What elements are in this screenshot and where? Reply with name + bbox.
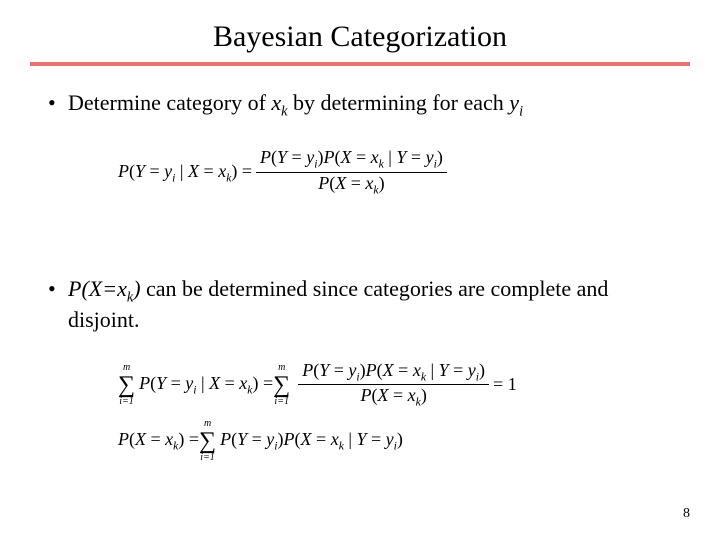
slide-body: • Determine category of xk by determinin… [0, 66, 720, 465]
bullet-1-mid: by determining for each [288, 90, 510, 115]
equation-2: m ∑ i=1 P(Y = yi | X = xk) = m ∑ i=1 P(Y… [48, 361, 672, 409]
eq3-sum-bot: i=1 [200, 453, 215, 463]
bullet-1-text: Determine category of xk by determining … [68, 90, 672, 120]
eq3-lhs: P(X = xk) = [118, 429, 199, 453]
eq2-lhs: P(Y = yi | X = xk) = [139, 373, 273, 397]
eq2-sum-bot: i=1 [119, 397, 134, 407]
equation-1: P(Y = yi | X = xk) = P(Y = yi)P(X = xk |… [48, 148, 672, 196]
eq3-sum: m ∑ i=1 [199, 419, 216, 463]
bullet-1: • Determine category of xk by determinin… [48, 90, 672, 120]
bullet-2-pre: P [68, 276, 81, 301]
eq2-sum-r: m ∑ i=1 [273, 363, 290, 407]
equation-3: P(X = xk) = m ∑ i=1 P(Y = yi)P(X = xk | … [48, 417, 672, 465]
bullet-2-paren: (X=x [81, 276, 126, 301]
eq2-fraction: P(Y = yi)P(X = xk | Y = yi) P(X = xk) [298, 360, 489, 410]
bullet-2-text: P(X=xk) can be determined since categori… [68, 276, 672, 332]
slide-title: Bayesian Categorization [0, 0, 720, 62]
bullet-dot-icon: • [48, 90, 68, 116]
eq2-tail: = 1 [493, 374, 517, 395]
bullet-2-close: ) [133, 276, 140, 301]
eq1-lhs: P(Y = yi | X = xk) = [118, 161, 252, 185]
bullet-2: • P(X=xk) can be determined since catego… [48, 276, 672, 332]
page-number: 8 [683, 506, 690, 522]
bullet-1-var1: x [271, 90, 281, 115]
eq1-fraction: P(Y = yi)P(X = xk | Y = yi) P(X = xk) [256, 147, 447, 197]
bullet-1-var2: y [509, 90, 519, 115]
eq3-rhs: P(Y = yi)P(X = xk | Y = yi) [220, 429, 403, 453]
slide: Bayesian Categorization • Determine cate… [0, 0, 720, 540]
bullet-1-pre: Determine category of [68, 90, 271, 115]
bullet-2-rest: can be determined since categories are c… [68, 276, 608, 331]
eq2-sum: m ∑ i=1 [118, 363, 135, 407]
bullet-dot-icon: • [48, 276, 68, 302]
bullet-1-var2-sub: i [519, 103, 523, 119]
eq2-sum-bot-r: i=1 [274, 397, 289, 407]
